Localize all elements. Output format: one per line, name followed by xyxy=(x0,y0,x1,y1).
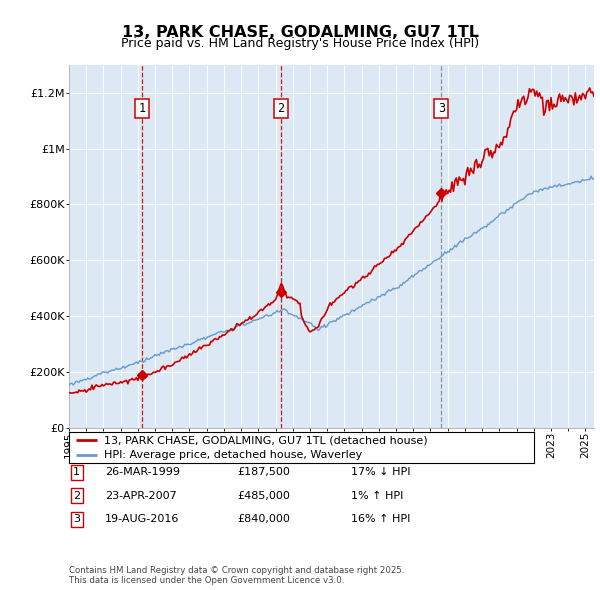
Text: £840,000: £840,000 xyxy=(237,514,290,525)
Text: 13, PARK CHASE, GODALMING, GU7 1TL: 13, PARK CHASE, GODALMING, GU7 1TL xyxy=(121,25,479,40)
Text: 3: 3 xyxy=(73,514,80,525)
Text: 17% ↓ HPI: 17% ↓ HPI xyxy=(351,467,410,477)
Text: Price paid vs. HM Land Registry's House Price Index (HPI): Price paid vs. HM Land Registry's House … xyxy=(121,37,479,50)
Text: £187,500: £187,500 xyxy=(237,467,290,477)
Text: Contains HM Land Registry data © Crown copyright and database right 2025.: Contains HM Land Registry data © Crown c… xyxy=(69,566,404,575)
Text: This data is licensed under the Open Government Licence v3.0.: This data is licensed under the Open Gov… xyxy=(69,576,344,585)
Text: 16% ↑ HPI: 16% ↑ HPI xyxy=(351,514,410,525)
Text: £485,000: £485,000 xyxy=(237,491,290,501)
Text: 19-AUG-2016: 19-AUG-2016 xyxy=(105,514,179,525)
Text: 2: 2 xyxy=(277,102,284,115)
Text: 23-APR-2007: 23-APR-2007 xyxy=(105,491,177,501)
Text: 1: 1 xyxy=(73,467,80,477)
Text: 26-MAR-1999: 26-MAR-1999 xyxy=(105,467,180,477)
Text: 13, PARK CHASE, GODALMING, GU7 1TL (detached house): 13, PARK CHASE, GODALMING, GU7 1TL (deta… xyxy=(104,435,427,445)
Text: 2: 2 xyxy=(73,491,80,501)
Text: 3: 3 xyxy=(438,102,445,115)
Text: 1: 1 xyxy=(138,102,145,115)
Text: 1% ↑ HPI: 1% ↑ HPI xyxy=(351,491,403,501)
Text: HPI: Average price, detached house, Waverley: HPI: Average price, detached house, Wave… xyxy=(104,451,362,460)
